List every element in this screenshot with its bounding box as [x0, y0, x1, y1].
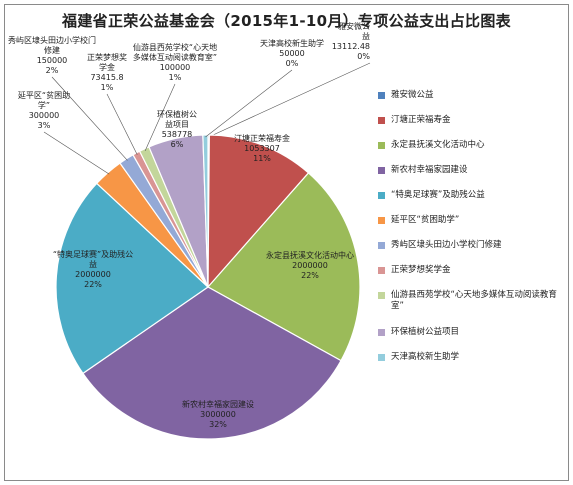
legend-swatch	[378, 267, 385, 274]
legend-swatch	[378, 142, 385, 149]
legend-swatch	[378, 192, 385, 199]
legend-item: 秀屿区埭头田边小学校门修建	[378, 240, 566, 251]
legend-label: 永定县抚溪文化活动中心	[391, 140, 485, 150]
legend-label: 天津高校新生助学	[391, 352, 460, 362]
legend-label: 环保植树公益项目	[391, 327, 460, 337]
slice-data-label: 雅安微公益 13112.48 0%	[332, 21, 371, 61]
pie-slice	[55, 182, 209, 375]
legend-label: 新农村幸福家园建设	[391, 165, 468, 175]
legend-swatch	[378, 329, 385, 336]
legend-label: 正荣梦想奖学金	[391, 265, 451, 275]
slice-data-label: 仙游县西苑学校“心天地多媒体互动阅读教育室” 100000 1%	[133, 42, 217, 82]
leader-line	[205, 69, 293, 138]
slice-data-label: 环保植树公益项目 538778 6%	[157, 109, 197, 149]
pie-slice	[207, 134, 310, 289]
legend-swatch	[378, 92, 385, 99]
legend-item: 雅安微公益	[378, 90, 566, 101]
slice-data-label: 正荣梦想奖学金 73415.8 1%	[87, 52, 127, 92]
leader-line	[106, 93, 138, 155]
legend-swatch	[378, 117, 385, 124]
slice-data-label: 新农村幸福家园建设 3000000 32%	[182, 399, 254, 429]
legend-label: 汀塘正荣福寿金	[391, 115, 451, 125]
slice-data-label: 汀塘正荣福寿金 1053307 11%	[234, 133, 290, 163]
legend-item: 新农村幸福家园建设	[378, 165, 566, 176]
legend-swatch	[378, 167, 385, 174]
legend-label: 延平区“贫困助学”	[391, 215, 460, 225]
pie-slice	[82, 286, 342, 440]
legend-item: 正荣梦想奖学金	[378, 265, 566, 276]
legend-label: 秀屿区埭头田边小学校门修建	[391, 240, 502, 250]
legend-item: “特奥足球赛”及助残公益	[378, 190, 566, 201]
legend-item: 环保植树公益项目	[378, 327, 566, 338]
slice-data-label: 延平区“贫困助学” 300000 3%	[18, 90, 70, 130]
slice-data-label: 天津高校新生助学 50000 0%	[260, 38, 324, 68]
legend-label: “特奥足球赛”及助残公益	[391, 190, 485, 200]
legend-label: 仙游县西苑学校“心天地多媒体互动阅读教育室”	[391, 290, 557, 311]
leader-line	[51, 76, 128, 161]
legend-swatch	[378, 242, 385, 249]
slice-data-label: 秀屿区埭头田边小学校门修建 150000 2%	[8, 35, 96, 75]
leader-line	[43, 131, 110, 175]
legend-item: 延平区“贫困助学”	[378, 215, 566, 226]
legend-item: 天津高校新生助学	[378, 352, 566, 363]
legend-swatch	[378, 217, 385, 224]
legend-item: 汀塘正荣福寿金	[378, 115, 566, 126]
slice-data-label: “特奥足球赛”及助残公益 2000000 22%	[53, 249, 133, 289]
legend-item: 仙游县西苑学校“心天地多媒体互动阅读教育室”	[378, 290, 566, 312]
leader-line	[144, 83, 176, 151]
pie-slice	[207, 172, 361, 362]
legend-swatch	[378, 292, 385, 299]
leader-line	[208, 62, 371, 138]
legend-swatch	[378, 354, 385, 361]
legend-label: 雅安微公益	[391, 90, 434, 100]
chart-title: 福建省正荣公益基金会（2015年1-10月）专项公益支出占比图表	[62, 12, 511, 30]
legend-item: 永定县抚溪文化活动中心	[378, 140, 566, 151]
slice-data-label: 永定县抚溪文化活动中心 2000000 22%	[266, 250, 354, 280]
